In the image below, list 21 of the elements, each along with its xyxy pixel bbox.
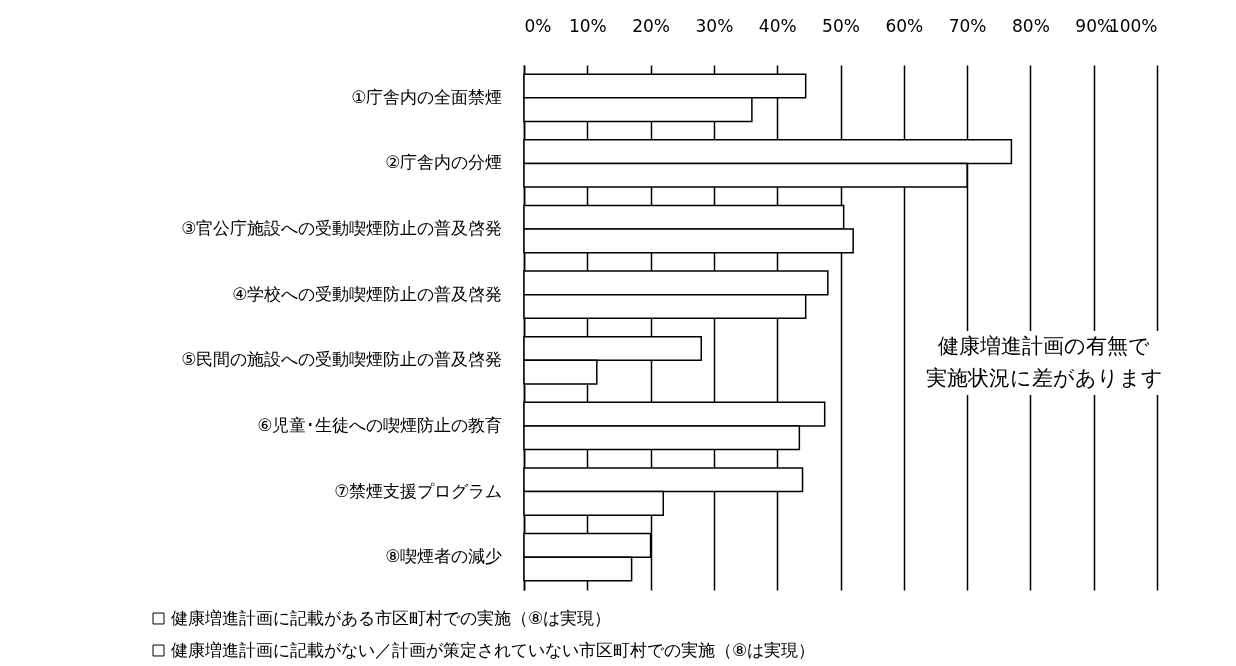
legend-label: 健康増進計画に記載がない／計画が策定されていない市区町村での実施（⑧は実現） — [171, 639, 816, 660]
x-tick-label: 30% — [695, 15, 734, 36]
legend-label: 健康増進計画に記載がある市区町村での実施（⑧は実現） — [171, 607, 612, 628]
x-tick-label: 60% — [885, 15, 924, 36]
x-tick-label: 10% — [568, 15, 607, 36]
annotation: 健康増進計画の有無で — [938, 334, 1150, 358]
y-tick-label: ②庁舎内の分煙 — [385, 152, 503, 173]
y-tick-label: ⑥児童･生徒への喫煙防止の教育 — [257, 414, 503, 435]
x-tick-label: 70% — [948, 15, 987, 36]
y-tick-label: ①庁舎内の全面禁煙 — [351, 86, 503, 107]
y-tick-label: ⑤民間の施設への受動喫煙防止の普及啓発 — [181, 349, 503, 370]
x-tick-label: 40% — [758, 15, 797, 36]
y-tick-label: ⑦禁煙支援プログラム — [334, 480, 503, 501]
x-tick-label: 50% — [822, 15, 860, 36]
annotation: 実施状況に差があります — [925, 366, 1163, 390]
y-tick-label: ⑧喫煙者の減少 — [385, 546, 503, 567]
y-tick-label: ④学校への受動喫煙防止の普及啓発 — [232, 283, 503, 304]
x-tick-label: 80% — [1012, 15, 1050, 36]
y-tick-label: ③官公庁施設への受動喫煙防止の普及啓発 — [181, 218, 503, 239]
x-tick-label: 0% — [524, 15, 552, 36]
x-tick-label: 20% — [632, 15, 670, 36]
